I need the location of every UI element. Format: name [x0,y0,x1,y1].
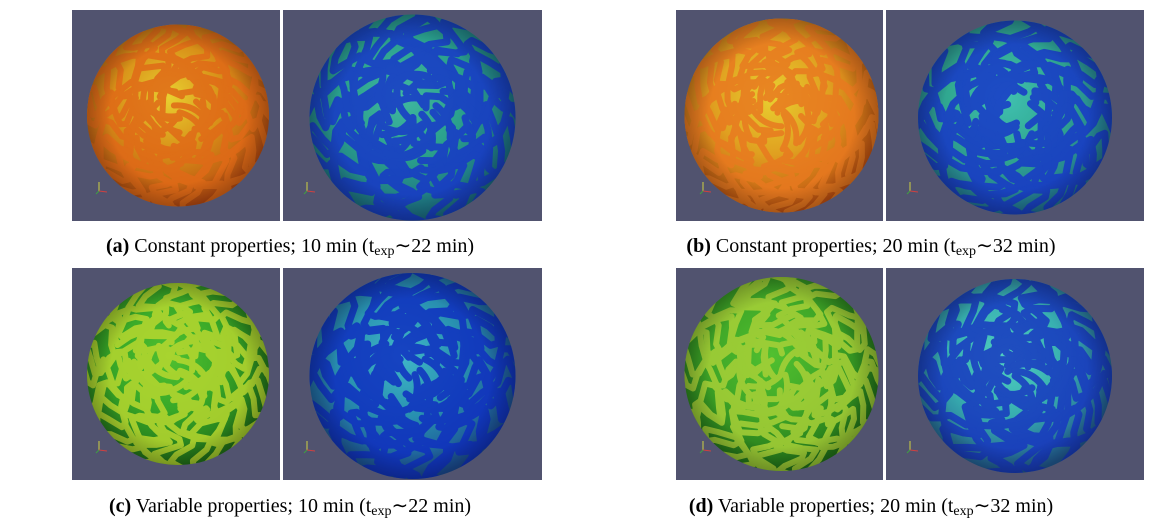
sphere-shade [87,25,269,207]
caption: (c) Variable properties; 10 min (texp∼22… [0,493,580,520]
panel-images [72,10,542,221]
sphere-shade [685,277,879,471]
caption-label: (b) [686,235,710,257]
figure-page: (a) Constant properties; 10 min (texp∼22… [0,0,1161,523]
sphere-shade [310,273,516,479]
caption-subscript: exp [953,504,973,519]
caption: (b) Constant properties; 20 min (texp∼32… [581,233,1161,260]
caption-label: (c) [109,495,131,517]
caption-subscript: exp [374,244,394,259]
caption-subscript: exp [956,244,976,259]
sphere-shade [918,279,1112,473]
sphere-shade [87,283,269,465]
panel-images [676,10,1144,221]
caption-text: Constant properties; 10 min (t [134,235,374,257]
panel-images [676,268,1144,480]
caption-label: (a) [106,235,129,257]
caption-label: (d) [689,495,713,517]
caption-text: ∼32 min) [976,235,1056,257]
caption-text: ∼32 min) [974,495,1054,517]
caption-subscript: exp [371,504,391,519]
caption-text: Constant properties; 20 min (t [716,235,956,257]
caption-text: Variable properties; 10 min (t [136,495,372,517]
caption-text: Variable properties; 20 min (t [718,495,954,517]
panel-images [72,268,542,480]
caption-text: ∼22 min) [395,235,475,257]
caption-text: ∼22 min) [392,495,472,517]
caption: (a) Constant properties; 10 min (texp∼22… [0,233,580,260]
sphere-shade [918,21,1112,215]
sphere-shade [685,19,879,213]
sphere-shade [310,15,516,221]
caption: (d) Variable properties; 20 min (texp∼32… [581,493,1161,520]
